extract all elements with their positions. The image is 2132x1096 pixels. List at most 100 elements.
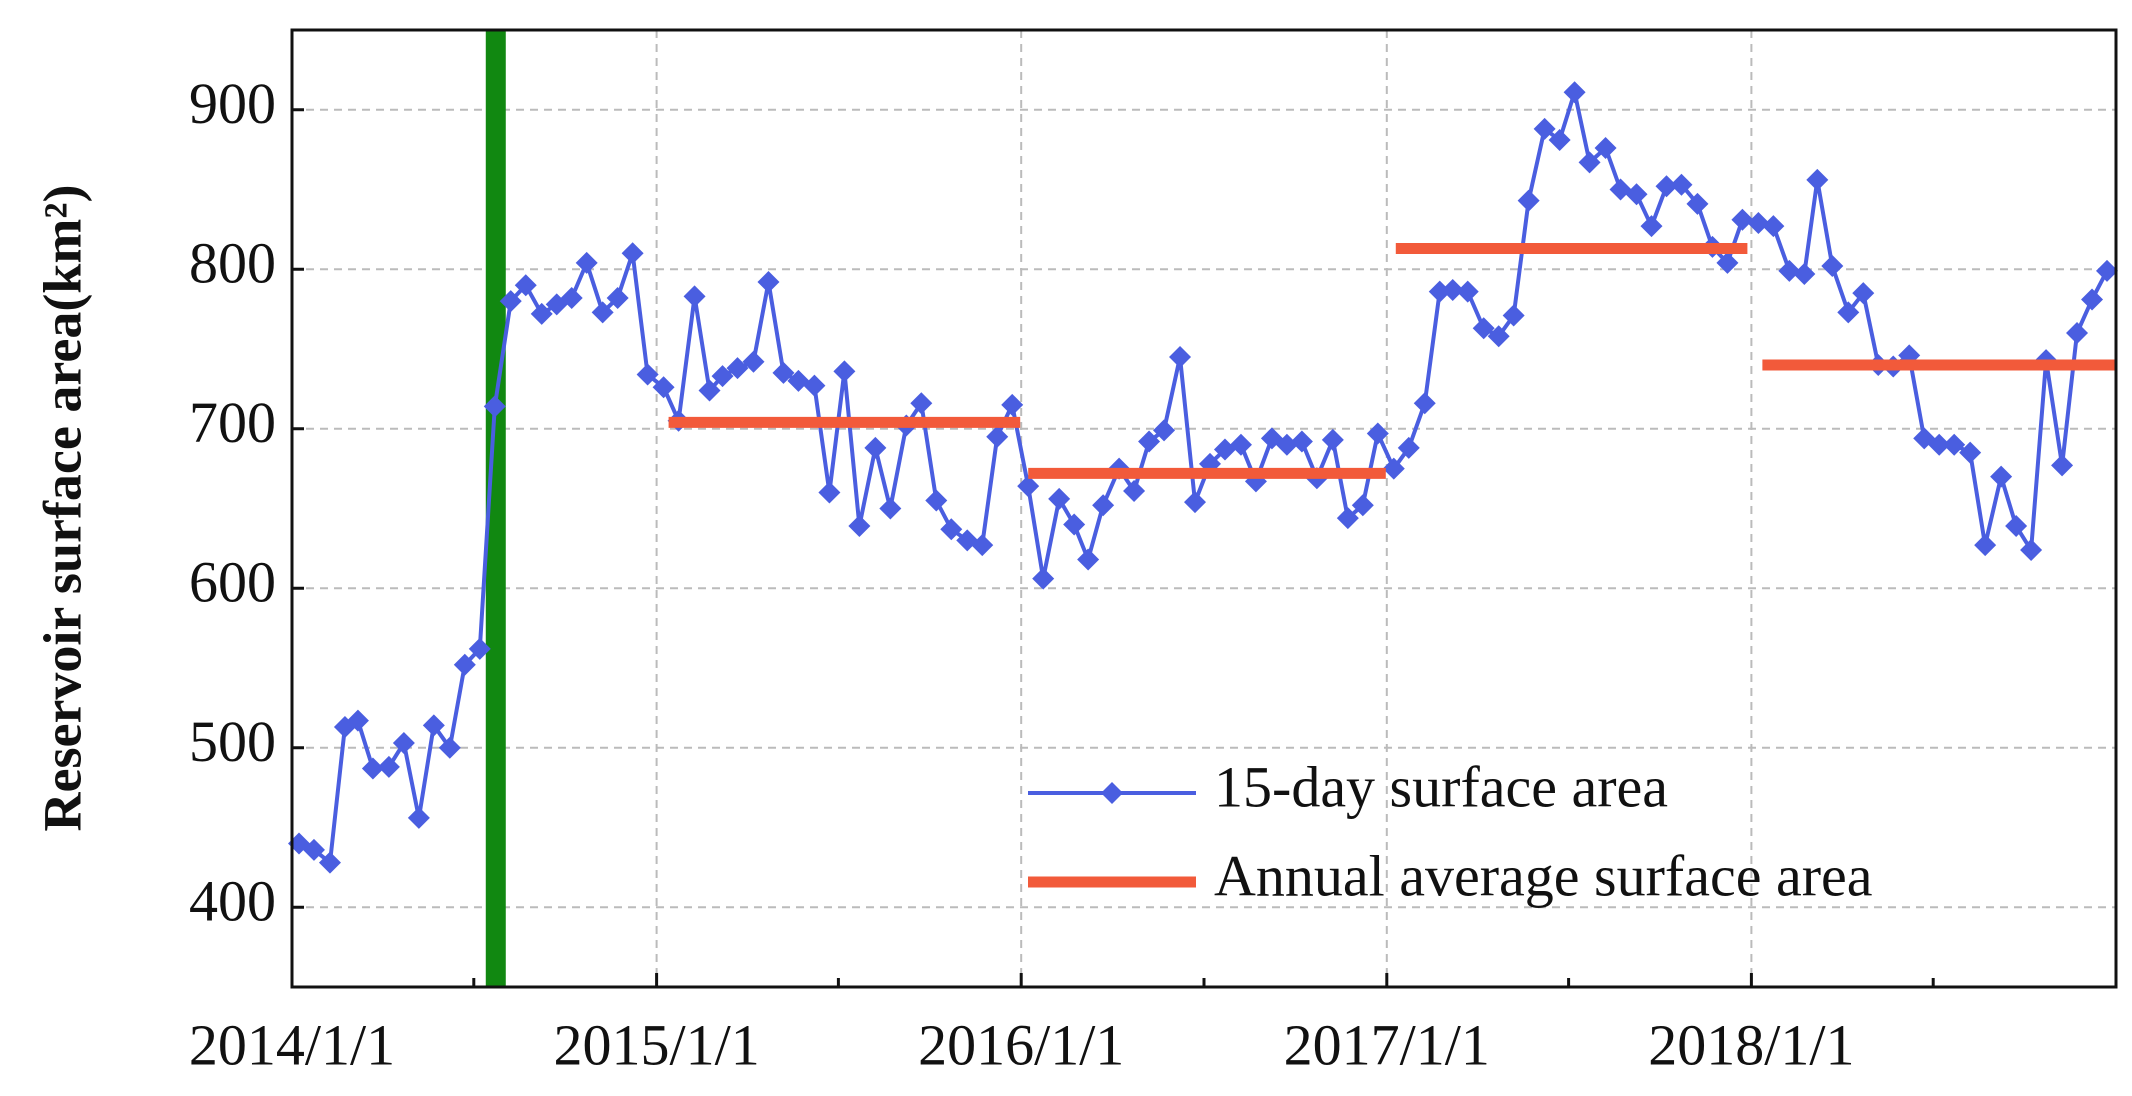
marker xyxy=(1762,215,1785,238)
legend-label: 15-day surface area xyxy=(1214,754,1668,819)
marker xyxy=(361,757,384,780)
marker xyxy=(1275,433,1298,456)
marker xyxy=(1533,117,1556,140)
marker xyxy=(1837,301,1860,324)
marker xyxy=(1852,282,1875,305)
marker xyxy=(318,851,341,874)
x-tick-label: 2016/1/1 xyxy=(918,1012,1124,1077)
marker xyxy=(2020,538,2043,561)
marker xyxy=(1153,419,1176,442)
marker xyxy=(1290,430,1313,453)
marker xyxy=(1594,137,1617,160)
marker xyxy=(1092,494,1115,517)
marker xyxy=(1716,251,1739,274)
legend-marker xyxy=(1101,782,1123,804)
marker xyxy=(392,731,415,754)
marker xyxy=(483,395,506,418)
marker xyxy=(772,361,795,384)
x-tick-label: 2014/1/1 xyxy=(189,1012,395,1077)
marker xyxy=(1441,278,1464,301)
marker xyxy=(1778,259,1801,282)
marker xyxy=(422,714,445,737)
marker xyxy=(407,806,430,829)
marker xyxy=(1366,422,1389,445)
marker xyxy=(1793,263,1816,286)
marker xyxy=(1487,325,1510,348)
marker xyxy=(986,425,1009,448)
marker xyxy=(1974,534,1997,557)
y-tick-label: 400 xyxy=(189,869,276,934)
y-axis-label: Reservoir surface area(km²) xyxy=(32,185,92,832)
marker xyxy=(2096,259,2119,282)
marker xyxy=(591,301,614,324)
marker xyxy=(1413,392,1436,415)
marker xyxy=(711,365,734,388)
marker xyxy=(1017,475,1040,498)
marker xyxy=(1001,393,1024,416)
marker xyxy=(1517,189,1540,212)
marker xyxy=(833,360,856,383)
marker xyxy=(1048,487,1071,510)
marker xyxy=(1213,438,1236,461)
marker xyxy=(698,379,721,402)
marker xyxy=(1397,436,1420,459)
marker xyxy=(560,286,583,309)
marker xyxy=(1032,567,1055,590)
marker xyxy=(1123,479,1146,502)
y-tick-label: 600 xyxy=(189,550,276,615)
marker xyxy=(621,242,644,265)
marker xyxy=(879,497,902,520)
y-tick-label: 500 xyxy=(189,709,276,774)
marker xyxy=(453,653,476,676)
marker xyxy=(683,285,706,308)
marker xyxy=(575,251,598,274)
marker xyxy=(1943,433,1966,456)
marker xyxy=(652,376,675,399)
marker xyxy=(2066,322,2089,345)
marker xyxy=(742,350,765,373)
x-tick-label: 2015/1/1 xyxy=(553,1012,759,1077)
marker xyxy=(1336,507,1359,530)
marker xyxy=(1351,494,1374,517)
marker xyxy=(2081,288,2104,311)
plot-frame xyxy=(290,28,2118,989)
marker xyxy=(1563,81,1586,104)
marker xyxy=(1063,513,1086,536)
marker xyxy=(1382,457,1405,480)
marker xyxy=(848,515,871,538)
marker xyxy=(1686,192,1709,215)
marker xyxy=(1428,280,1451,303)
marker xyxy=(726,357,749,380)
marker xyxy=(971,534,994,557)
marker xyxy=(1731,208,1754,231)
marker xyxy=(1959,441,1982,464)
marker xyxy=(1670,173,1693,196)
marker xyxy=(925,489,948,512)
marker xyxy=(1138,430,1161,453)
marker xyxy=(1169,345,1192,368)
marker xyxy=(940,518,963,541)
marker xyxy=(1578,151,1601,174)
marker xyxy=(530,302,553,325)
marker xyxy=(1472,317,1495,340)
marker xyxy=(1456,280,1479,303)
marker xyxy=(1928,433,1951,456)
marker xyxy=(787,369,810,392)
x-tick-label: 2018/1/1 xyxy=(1648,1012,1854,1077)
marker xyxy=(1184,491,1207,514)
marker xyxy=(803,374,826,397)
marker xyxy=(1229,433,1252,456)
marker xyxy=(499,290,522,313)
marker xyxy=(1990,465,2013,488)
marker xyxy=(514,274,537,297)
marker xyxy=(1321,428,1344,451)
marker xyxy=(346,709,369,732)
y-tick-label: 700 xyxy=(189,390,276,455)
marker xyxy=(1640,215,1663,238)
marker xyxy=(468,637,491,660)
y-tick-label: 900 xyxy=(189,71,276,136)
legend-label: Annual average surface area xyxy=(1214,843,1873,908)
x-tick-label: 2017/1/1 xyxy=(1284,1012,1490,1077)
marker xyxy=(1747,211,1770,234)
